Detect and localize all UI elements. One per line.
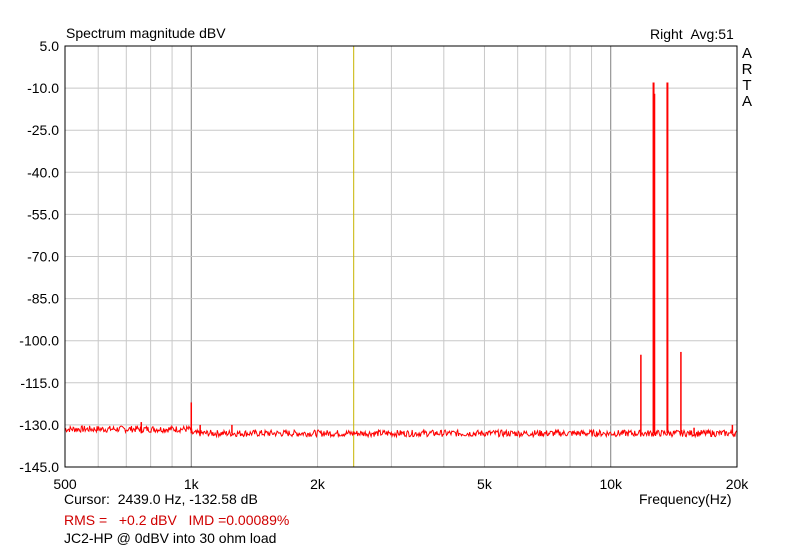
logo-letter: T	[742, 77, 752, 94]
channel-avg-label: Right Avg:51	[650, 26, 734, 42]
arta-logo: A R T A	[740, 46, 754, 110]
cursor-readout: Cursor: 2439.0 Hz, -132.58 dB	[64, 491, 258, 507]
y-tick-label: -85.0	[27, 291, 59, 307]
avg-count: Avg:51	[690, 26, 734, 42]
noise-floor-trace	[64, 424, 738, 439]
logo-letter: A	[741, 45, 752, 62]
x-tick-label: 500	[53, 476, 77, 492]
x-tick-label: 10k	[599, 476, 623, 492]
logo-letter: R	[741, 61, 753, 78]
x-axis-label: Frequency(Hz)	[639, 491, 732, 507]
y-tick-label: -115.0	[20, 375, 59, 391]
y-tick-label: -55.0	[27, 206, 59, 222]
y-tick-label: 5.0	[40, 38, 60, 54]
x-tick-label: 1k	[184, 476, 200, 492]
x-tick-label: 5k	[477, 476, 493, 492]
rms-value: +0.2 dBV	[118, 512, 177, 528]
y-tick-label: -70.0	[27, 249, 59, 265]
channel-name: Right	[650, 26, 683, 42]
y-tick-label: -130.0	[19, 417, 59, 433]
y-tick-label: -25.0	[27, 122, 59, 138]
cursor-label: Cursor:	[64, 491, 110, 507]
imd-value: IMD =0.00089%	[188, 512, 290, 528]
x-tick-label: 2k	[310, 476, 326, 492]
y-tick-label: -145.0	[19, 459, 59, 475]
logo-letter: A	[741, 93, 752, 110]
y-tick-label: -10.0	[27, 80, 59, 96]
cursor-value: 2439.0 Hz, -132.58 dB	[117, 491, 258, 507]
measurement-note: JC2-HP @ 0dBV into 30 ohm load	[64, 530, 277, 546]
chart-title: Spectrum magnitude dBV	[66, 25, 226, 41]
x-tick-label: 20k	[726, 476, 750, 492]
rms-label: RMS =	[64, 512, 108, 528]
y-tick-label: -40.0	[27, 164, 59, 180]
plot-frame	[64, 45, 738, 468]
rms-imd-readout: RMS = +0.2 dBV IMD =0.00089%	[64, 512, 289, 528]
y-tick-label: -100.0	[19, 333, 59, 349]
